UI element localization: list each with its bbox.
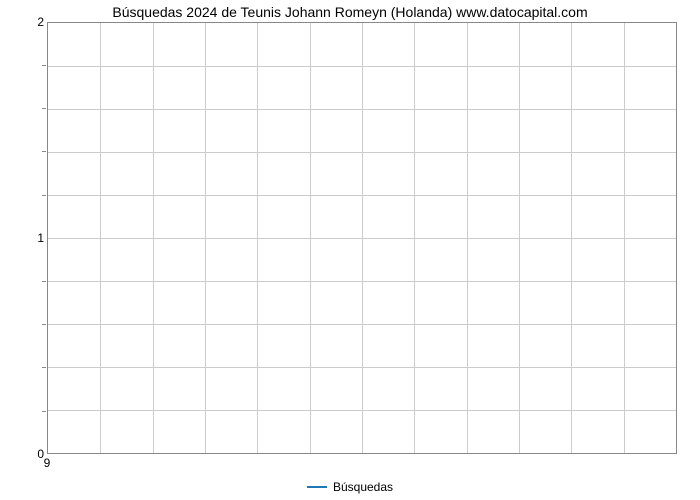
gridline-v	[624, 23, 625, 453]
gridline-v	[414, 23, 415, 453]
legend: Búsquedas	[307, 480, 393, 494]
legend-label: Búsquedas	[333, 480, 393, 494]
gridline-v	[257, 23, 258, 453]
legend-line-icon	[307, 486, 327, 488]
xtick-label: 9	[44, 456, 51, 470]
gridline-v	[310, 23, 311, 453]
ytick-minor	[42, 281, 46, 282]
gridline-v	[362, 23, 363, 453]
gridline-v	[571, 23, 572, 453]
ytick-minor	[42, 324, 46, 325]
ytick-label-2: 2	[37, 15, 44, 29]
ytick-minor	[42, 195, 46, 196]
ytick-minor	[42, 108, 46, 109]
gridline-v	[100, 23, 101, 453]
ytick-label-1: 1	[37, 231, 44, 245]
ytick-minor	[42, 151, 46, 152]
ytick-minor	[42, 367, 46, 368]
plot-area	[47, 22, 677, 454]
gridline-v	[153, 23, 154, 453]
ytick-minor	[42, 411, 46, 412]
chart-container: Búsquedas 2024 de Teunis Johann Romeyn (…	[0, 0, 700, 500]
gridline-v	[205, 23, 206, 453]
gridline-v	[519, 23, 520, 453]
ytick-minor	[42, 65, 46, 66]
chart-title: Búsquedas 2024 de Teunis Johann Romeyn (…	[112, 4, 587, 20]
gridline-v	[467, 23, 468, 453]
